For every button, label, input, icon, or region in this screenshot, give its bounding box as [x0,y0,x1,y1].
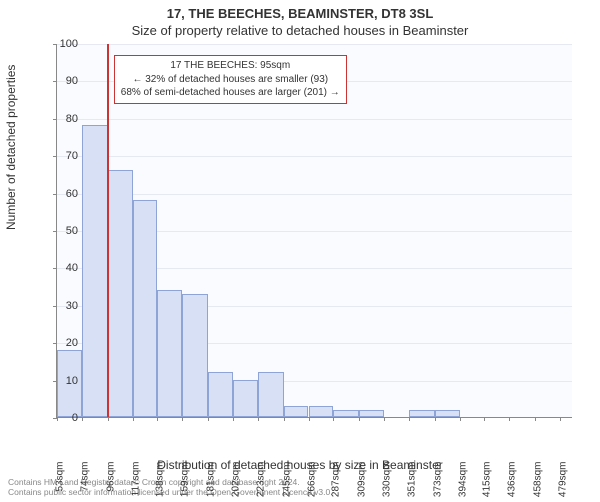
gridline-h [57,194,572,195]
x-tick-label: 287sqm [331,462,342,502]
x-tick [182,417,183,421]
y-tick-label: 20 [48,337,78,349]
x-tick [157,417,158,421]
x-tick-label: 309sqm [357,462,368,502]
x-tick [435,417,436,421]
histogram-bar [208,372,233,417]
x-tick-label: 266sqm [306,462,317,502]
x-tick [208,417,209,421]
x-tick-label: 436sqm [507,462,518,502]
y-tick-label: 100 [48,38,78,50]
page-subtitle: Size of property relative to detached ho… [0,21,600,42]
x-tick-label: 74sqm [79,462,90,502]
x-tick [82,417,83,421]
x-tick-label: 159sqm [180,462,191,502]
x-tick-label: 96sqm [105,462,116,502]
histogram-bar [108,170,133,417]
x-tick-label: 245sqm [281,462,292,502]
x-tick [108,417,109,421]
x-tick [359,417,360,421]
x-tick-label: 394sqm [457,462,468,502]
histogram-bar [359,410,384,417]
histogram-bar [435,410,460,417]
x-tick [409,417,410,421]
x-tick [560,417,561,421]
annotation-line1: 17 THE BEECHES: 95sqm [121,59,340,73]
footer-attribution: Contains HM Land Registry data © Crown c… [8,477,592,498]
x-tick [509,417,510,421]
histogram-bar [409,410,435,417]
x-tick [258,417,259,421]
y-tick-label: 90 [48,75,78,87]
chart-container: 17 THE BEECHES: 95sqm← 32% of detached h… [56,44,572,418]
y-axis-label: Number of detached properties [4,65,18,230]
x-tick-label: 223sqm [255,462,266,502]
x-tick-label: 330sqm [382,462,393,502]
histogram-bar [233,380,258,417]
y-tick-label: 60 [48,188,78,200]
x-tick-label: 117sqm [130,462,141,502]
gridline-h [57,119,572,120]
x-tick [535,417,536,421]
annotation-line3: 68% of semi-detached houses are larger (… [121,86,340,100]
x-tick [333,417,334,421]
y-tick-label: 40 [48,262,78,274]
histogram-bar [157,290,182,417]
histogram-bar [333,410,359,417]
footer-line2: Contains public sector information licen… [8,487,592,498]
y-tick-label: 70 [48,150,78,162]
x-tick-label: 351sqm [406,462,417,502]
x-tick-label: 415sqm [482,462,493,502]
annotation-line2: ← 32% of detached houses are smaller (93… [121,73,340,87]
x-tick [384,417,385,421]
histogram-bar [309,406,334,417]
plot-area: 17 THE BEECHES: 95sqm← 32% of detached h… [56,44,572,418]
x-tick-label: 458sqm [533,462,544,502]
histogram-bar [284,406,309,417]
y-tick-label: 30 [48,300,78,312]
x-tick-label: 479sqm [558,462,569,502]
x-tick-label: 53sqm [55,462,66,502]
x-tick-label: 181sqm [206,462,217,502]
histogram-bar [258,372,284,417]
histogram-bar [182,294,208,417]
x-tick [484,417,485,421]
y-tick-label: 10 [48,375,78,387]
x-tick [309,417,310,421]
y-tick-label: 0 [48,412,78,424]
y-tick-label: 50 [48,225,78,237]
footer-line1: Contains HM Land Registry data © Crown c… [8,477,592,488]
x-tick [460,417,461,421]
x-tick [133,417,134,421]
x-tick-label: 373sqm [432,462,443,502]
reference-line [107,44,109,417]
histogram-bar [133,200,158,417]
gridline-h [57,44,572,45]
page-title-address: 17, THE BEECHES, BEAMINSTER, DT8 3SL [0,0,600,21]
gridline-h [57,156,572,157]
annotation-box: 17 THE BEECHES: 95sqm← 32% of detached h… [114,55,347,104]
histogram-bar [82,125,108,417]
x-tick-label: 138sqm [155,462,166,502]
y-tick-label: 80 [48,113,78,125]
x-tick-label: 202sqm [230,462,241,502]
x-tick [233,417,234,421]
x-tick [284,417,285,421]
